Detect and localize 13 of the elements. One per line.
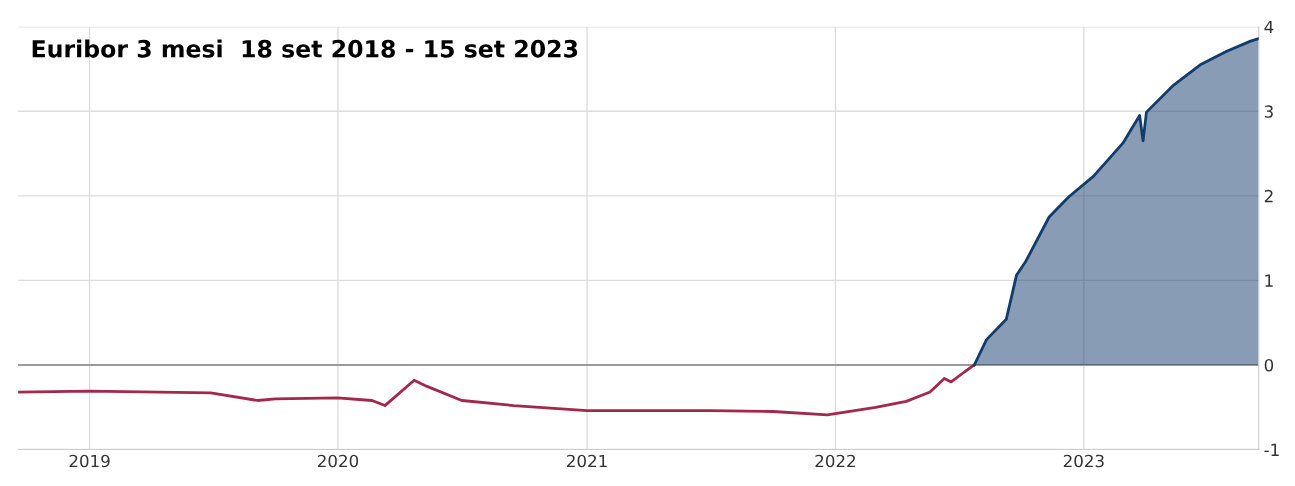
x-tick-label: 2019 [69,454,110,468]
y-tick-label: 4 [1264,20,1274,34]
y-tick-label: 3 [1264,105,1273,118]
y-tick-label: -1 [1264,443,1279,456]
line-series [18,363,976,417]
chart-title: Euribor 3 mesi 18 set 2018 - 15 set 2023 [32,39,578,58]
x-tick-label: 2021 [567,454,607,468]
y-tick-label: 2 [1264,189,1273,203]
x-tick-label: 2020 [317,454,359,468]
y-tick-label: 1 [1265,274,1273,287]
x-tick-label: 2022 [815,454,855,468]
x-tick-label: 2023 [1063,454,1104,468]
y-tick-label: 0 [1264,358,1274,372]
